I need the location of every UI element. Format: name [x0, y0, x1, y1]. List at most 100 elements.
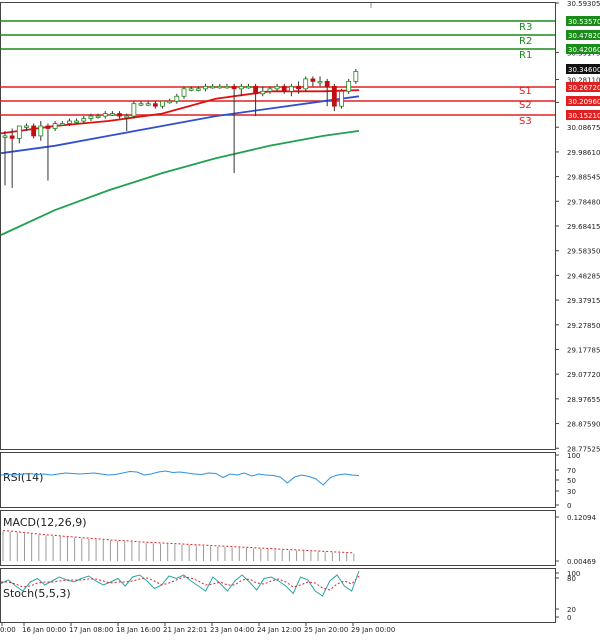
- candle-body: [217, 85, 223, 89]
- stoch-label: Stoch(5,5,3): [3, 587, 71, 600]
- level-label-s1: S1: [519, 86, 532, 97]
- indicator-tick-label: 0: [567, 502, 571, 510]
- price-tick-label: 29.88545: [567, 174, 600, 182]
- candle-body: [324, 80, 330, 87]
- price-tick-label: 30.08675: [567, 124, 600, 132]
- candle-body: [9, 135, 15, 139]
- price-tick-label: 29.68415: [567, 223, 600, 231]
- level-label-s2: S2: [519, 100, 532, 111]
- candle-body: [131, 103, 137, 117]
- candle-body: [174, 95, 180, 102]
- ma-line-ma-blue: [0, 95, 360, 155]
- candle-body: [317, 80, 323, 84]
- candle-body: [224, 85, 230, 89]
- price-tick-label: 29.78480: [567, 198, 600, 206]
- candle-body: [167, 100, 173, 104]
- candle-body: [31, 125, 37, 137]
- candle-body: [74, 120, 79, 123]
- level-tag-r3: 30.47820: [568, 32, 600, 40]
- level-tag-s1: 30.26720: [568, 84, 600, 92]
- macd-signal-line: [2, 530, 354, 554]
- candle-body: [253, 85, 259, 95]
- rsi-label: RSI(14): [3, 471, 43, 484]
- stoch-k-line: [0, 570, 360, 597]
- level-tag-r1: 30.53570: [568, 18, 600, 26]
- candle-body: [331, 85, 337, 107]
- rsi-line: [0, 470, 360, 486]
- candle-body: [124, 115, 130, 118]
- price-tick-label: 29.37915: [567, 297, 600, 305]
- x-tick-label: 21 Jan 22:01: [163, 626, 207, 634]
- candle-body: [210, 85, 216, 89]
- candle-body: [203, 85, 208, 90]
- rsi-panel: [0, 452, 556, 508]
- candle-body: [152, 103, 158, 107]
- candle-body: [288, 85, 294, 92]
- level-tag-bg-s2: [566, 96, 600, 106]
- candle-body: [145, 103, 151, 106]
- level-tag-s2: 30.20960: [568, 98, 600, 106]
- x-tick-label: 29 Jan 00:00: [351, 626, 395, 634]
- candle-body: [246, 85, 251, 89]
- candle-body: [2, 135, 8, 138]
- candle-body: [274, 85, 280, 90]
- price-tick-label: 30.59305: [567, 0, 600, 8]
- candle-body: [52, 123, 58, 129]
- ma-line-ma-green: [0, 130, 360, 236]
- candle-body: [160, 100, 165, 107]
- candle-body: [260, 90, 266, 95]
- x-tick-label: 24 Jan 12:00: [257, 626, 301, 634]
- current-price-label: 30.34600: [568, 66, 600, 74]
- candle-body: [303, 78, 309, 90]
- price-tick-label: 29.98610: [567, 149, 600, 157]
- level-tag-bg-s3: [566, 110, 600, 120]
- rsi-axis: 100 70 50 30 0: [555, 452, 580, 510]
- level-label-r3: R3: [519, 22, 532, 33]
- level-label-r1: R1: [519, 50, 532, 61]
- indicator-tick-label: 80: [567, 575, 576, 583]
- indicator-tick-label: 0: [567, 614, 571, 622]
- level-tag-s3: 30.15210: [568, 112, 600, 120]
- macd-series: [2, 530, 355, 561]
- indicator-tick-label: 100: [567, 452, 580, 460]
- candle-body: [88, 115, 94, 119]
- price-tick-label: 28.77525: [567, 445, 600, 453]
- candle-body: [67, 120, 72, 124]
- price-tick-label: 29.27850: [567, 322, 600, 330]
- indicator-tick-label: 100: [567, 570, 580, 578]
- price-tick-label: 29.48285: [567, 272, 600, 280]
- x-tick-label: 18 Jan 16:00: [116, 626, 160, 634]
- level-label-s3: S3: [519, 116, 532, 127]
- price-tick-label: 30.28110: [567, 77, 600, 85]
- candle-body: [353, 71, 359, 82]
- candles: [2, 69, 359, 188]
- candle-body: [81, 118, 87, 122]
- candle-body: [195, 88, 201, 91]
- time-axis: 0:00 16 Jan 00:00 17 Jan 08:00 18 Jan 16:00…: [0, 622, 395, 634]
- candle-body: [231, 85, 237, 90]
- stoch-d-line: [1, 575, 360, 591]
- level-tag-bg-s1: [566, 82, 600, 92]
- price-tick-label: 29.07720: [567, 371, 600, 379]
- macd-axis: 0.12094 0.00469: [555, 514, 596, 566]
- price-tick-label: 28.97655: [567, 396, 600, 404]
- candle-body: [188, 88, 194, 91]
- indicator-tick-label: 0.12094: [567, 514, 596, 522]
- candle-body: [339, 90, 344, 107]
- candle-body: [45, 125, 51, 129]
- candle-body: [110, 113, 115, 116]
- current-price-bg: [566, 64, 600, 74]
- indicator-tick-label: 50: [567, 477, 576, 485]
- candle-body: [95, 115, 101, 118]
- indicator-tick-label: 20: [567, 606, 576, 614]
- candle-body: [281, 85, 287, 92]
- indicator-tick-label: 0.00469: [567, 558, 596, 566]
- indicator-tick-label: 70: [567, 467, 576, 475]
- macd-panel: [0, 510, 556, 566]
- candle-body: [117, 113, 122, 117]
- stoch-panel: [0, 568, 556, 623]
- price-tick-label: 29.58350: [567, 248, 600, 256]
